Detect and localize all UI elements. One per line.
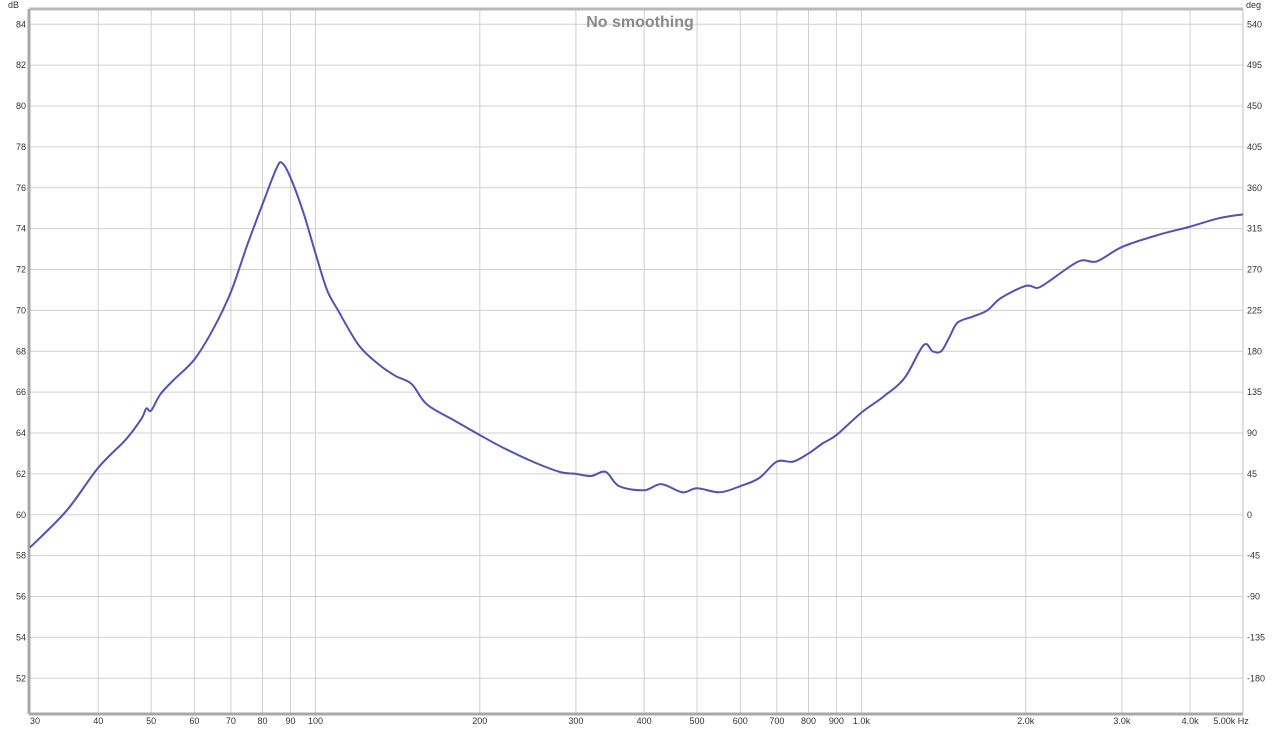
y-tick-label: 74 (16, 224, 26, 234)
plot-frame (27, 7, 1244, 716)
y-tick-label: 62 (16, 469, 26, 479)
y2-tick-label: 540 (1247, 19, 1262, 29)
x-tick-label: 40 (93, 716, 103, 726)
x-tick-label: 800 (801, 716, 816, 726)
y2-tick-label: -135 (1247, 632, 1265, 642)
y2-tick-label: 135 (1247, 387, 1262, 397)
y-tick-label: 82 (16, 60, 26, 70)
y-tick-label: 64 (16, 428, 26, 438)
y2-tick-label: -90 (1247, 592, 1260, 602)
y-tick-label: 66 (16, 387, 26, 397)
x-tick-label: 1.0k (853, 716, 871, 726)
y-tick-label: 84 (16, 19, 26, 29)
x-tick-label: 400 (637, 716, 652, 726)
x-tick-label: 4.0k (1182, 716, 1200, 726)
y-tick-label: 60 (16, 510, 26, 520)
y-axis-unit-label: dB (8, 0, 19, 10)
y2-tick-label: 450 (1247, 101, 1262, 111)
y-tick-label: 70 (16, 305, 26, 315)
y-tick-label: 78 (16, 142, 26, 152)
y-tick-label: 72 (16, 265, 26, 275)
x-tick-label: 700 (769, 716, 784, 726)
x-tick-label: 300 (568, 716, 583, 726)
x-tick-label: 900 (829, 716, 844, 726)
x-tick-label: 5.00k Hz (1213, 716, 1249, 726)
x-tick-label: 60 (189, 716, 199, 726)
spl-curve (29, 161, 1244, 549)
x-tick-label: 80 (258, 716, 268, 726)
y2-tick-label: -180 (1247, 673, 1265, 683)
series-layer (29, 161, 1244, 549)
x-tick-label: 100 (308, 716, 323, 726)
y-tick-label: 80 (16, 101, 26, 111)
y2-tick-label: 45 (1247, 469, 1257, 479)
y-tick-label: 58 (16, 551, 26, 561)
y2-tick-label: 270 (1247, 265, 1262, 275)
x-tick-label: 2.0k (1017, 716, 1035, 726)
y2-tick-label: 360 (1247, 183, 1262, 193)
y2-tick-label: 405 (1247, 142, 1262, 152)
x-tick-label: 3.0k (1113, 716, 1131, 726)
y-tick-label: 52 (16, 673, 26, 683)
x-tick-label: 70 (226, 716, 236, 726)
y-tick-label: 68 (16, 346, 26, 356)
y2-axis-unit-label: deg (1246, 0, 1261, 10)
x-tick-label: 50 (146, 716, 156, 726)
chart-title: No smoothing (586, 14, 694, 31)
y-tick-label: 76 (16, 183, 26, 193)
grid (29, 10, 1244, 713)
y-tick-label: 54 (16, 632, 26, 642)
y2-tick-label: 0 (1247, 510, 1252, 520)
x-tick-label: 500 (690, 716, 705, 726)
x-tick-label: 90 (285, 716, 295, 726)
x-tick-label: 600 (733, 716, 748, 726)
x-tick-label: 200 (472, 716, 487, 726)
y2-tick-label: -45 (1247, 551, 1260, 561)
y2-tick-label: 90 (1247, 428, 1257, 438)
y2-tick-label: 315 (1247, 224, 1262, 234)
y-tick-label: 56 (16, 592, 26, 602)
y2-tick-label: 495 (1247, 60, 1262, 70)
y2-tick-label: 225 (1247, 305, 1262, 315)
y2-tick-label: 180 (1247, 346, 1262, 356)
x-tick-label: 30 (30, 716, 40, 726)
